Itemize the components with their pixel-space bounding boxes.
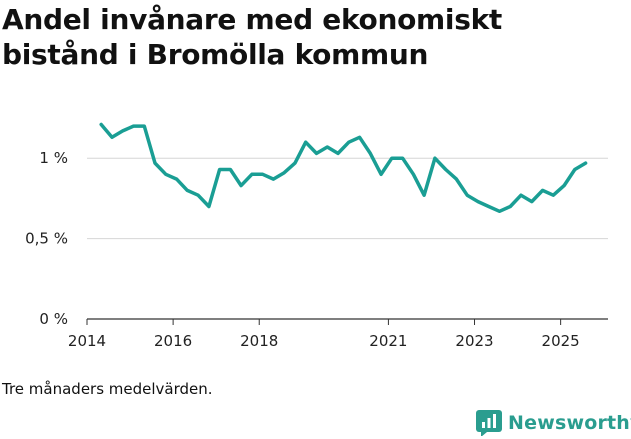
chart-note: Tre månaders medelvärden.: [2, 380, 213, 398]
x-tick-label-0: 2014: [68, 332, 106, 350]
brand-name: Newsworthy: [508, 412, 631, 434]
x-tick-label-5: 2025: [542, 332, 580, 350]
series-line-0: [99, 122, 588, 214]
y-tick-label-0: 0 %: [39, 310, 68, 328]
y-tick-label-2: 1 %: [39, 149, 68, 167]
chart-title: Andel invånare med ekonomiskt bistånd i …: [2, 2, 622, 72]
x-tick-label-4: 2023: [455, 332, 493, 350]
newsworthy-logo: Newsworthy: [476, 408, 631, 438]
x-tick-label-2: 2018: [240, 332, 278, 350]
title-line-1: Andel invånare med ekonomiskt: [2, 3, 503, 36]
newsworthy-logo-icon: [476, 410, 502, 436]
y-tick-label-1: 0,5 %: [25, 230, 68, 248]
title-line-2: bistånd i Bromölla kommun: [2, 38, 429, 71]
x-tick-label-3: 2021: [369, 332, 407, 350]
x-tick-label-1: 2016: [154, 332, 192, 350]
